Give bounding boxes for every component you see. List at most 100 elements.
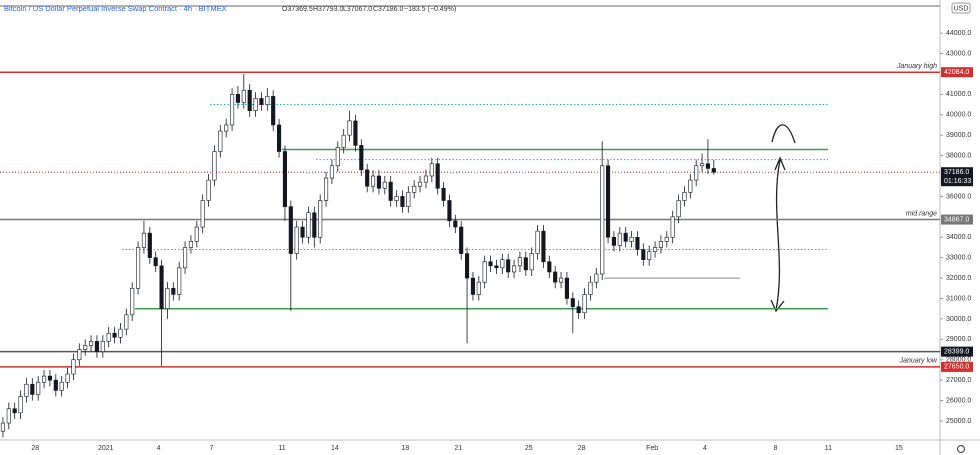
candle-body bbox=[382, 181, 387, 189]
y-tick-label: 36000.0 bbox=[946, 193, 971, 200]
candle-body bbox=[124, 314, 129, 330]
y-tick-label: 25000.0 bbox=[946, 418, 971, 425]
candle-body bbox=[230, 94, 235, 126]
candle-body bbox=[576, 306, 581, 314]
candle-body bbox=[553, 271, 558, 283]
settings-icon[interactable] bbox=[956, 444, 966, 454]
x-tick-label: 28 bbox=[31, 445, 39, 452]
price-tag bbox=[941, 167, 973, 187]
y-tick-label: 28000.0 bbox=[946, 357, 971, 364]
level-note: January high bbox=[896, 63, 937, 70]
x-tick-label: 4 bbox=[703, 445, 707, 452]
x-tick-label: 4 bbox=[157, 445, 161, 452]
candle-body bbox=[24, 383, 29, 397]
candle-body bbox=[318, 200, 323, 238]
candle-body bbox=[112, 332, 117, 338]
x-tick-label: 14 bbox=[331, 445, 339, 452]
candle-body bbox=[353, 120, 358, 146]
candle-body bbox=[494, 265, 499, 269]
price-tag bbox=[941, 214, 973, 225]
candle-body bbox=[611, 236, 616, 246]
candle-body bbox=[476, 281, 481, 295]
candle-body bbox=[253, 98, 258, 111]
candle-body bbox=[323, 177, 329, 201]
candle-body bbox=[453, 220, 458, 228]
candle-body bbox=[699, 163, 705, 167]
y-tick-label: 40000.0 bbox=[946, 112, 971, 119]
candle-body bbox=[394, 196, 399, 201]
candle-body bbox=[41, 375, 47, 383]
candle-body bbox=[652, 247, 658, 252]
candle-body bbox=[0, 422, 6, 432]
candle-body bbox=[464, 253, 470, 279]
candle-body bbox=[694, 165, 699, 181]
candle-body bbox=[582, 294, 587, 314]
candle-body bbox=[435, 163, 440, 189]
candle-body bbox=[188, 241, 194, 248]
candle-body bbox=[183, 247, 188, 269]
candle-body bbox=[429, 163, 434, 177]
candle-body bbox=[588, 281, 593, 295]
y-tick-label: 44000.0 bbox=[946, 30, 971, 37]
candle-body bbox=[623, 232, 628, 242]
y-tick-label: 41000.0 bbox=[946, 91, 971, 98]
x-tick-label: 2021 bbox=[98, 445, 114, 452]
x-tick-label: 15 bbox=[895, 445, 903, 452]
candle-body bbox=[517, 257, 522, 267]
candle-body bbox=[218, 130, 223, 152]
candle-body bbox=[224, 124, 229, 132]
candle-body bbox=[47, 375, 52, 381]
y-tick-label: 26000.0 bbox=[946, 397, 971, 404]
candle-body bbox=[335, 147, 340, 167]
x-tick-label: 7 bbox=[210, 445, 214, 452]
candle-body bbox=[676, 200, 681, 218]
currency: USD bbox=[954, 5, 969, 12]
x-tick-label: 21 bbox=[454, 445, 462, 452]
candle-body bbox=[670, 216, 675, 238]
candle-body bbox=[347, 120, 352, 136]
currency-box[interactable] bbox=[951, 2, 971, 14]
candle-body bbox=[36, 381, 41, 395]
x-tick-label: Feb bbox=[646, 445, 658, 452]
candle-body bbox=[306, 212, 311, 238]
candle-body bbox=[159, 265, 164, 310]
candle-body bbox=[470, 277, 475, 295]
price-tag-label: 27650.0 bbox=[944, 364, 969, 371]
candle-body bbox=[136, 247, 141, 289]
candle-body bbox=[711, 168, 716, 173]
candle-body bbox=[147, 232, 152, 258]
candle-body bbox=[600, 165, 605, 275]
candle-body bbox=[705, 163, 710, 169]
candle-body bbox=[511, 265, 517, 273]
candle-body bbox=[647, 251, 652, 261]
candle-body bbox=[547, 261, 552, 273]
x-tick-label: 28 bbox=[578, 445, 586, 452]
candle-body bbox=[564, 277, 569, 299]
candle-body bbox=[100, 341, 105, 352]
candle-body bbox=[617, 232, 622, 246]
candle-body bbox=[500, 259, 505, 269]
price-tag-label: 34867.0 bbox=[944, 216, 969, 223]
x-tick-label: 25 bbox=[525, 445, 533, 452]
candle-body bbox=[447, 200, 452, 222]
candle-body bbox=[529, 253, 534, 271]
candle-body bbox=[106, 332, 111, 342]
last-price-label: 37186.0 bbox=[944, 169, 969, 176]
candle-body bbox=[294, 226, 299, 254]
candle-body bbox=[570, 298, 575, 307]
candle-body bbox=[482, 261, 487, 283]
candle-body bbox=[400, 196, 405, 207]
candle-body bbox=[171, 287, 176, 295]
candle-body bbox=[594, 273, 599, 283]
x-tick-label: 18 bbox=[401, 445, 409, 452]
candle-body bbox=[329, 165, 334, 179]
candle-body bbox=[459, 226, 464, 254]
ohlc-change: −183.5 (−0.49%) bbox=[404, 6, 456, 13]
x-tick-label: 8 bbox=[774, 445, 778, 452]
candle-body bbox=[165, 287, 170, 310]
ohlc-high: H37793.0 bbox=[313, 6, 343, 13]
candle-body bbox=[341, 134, 346, 148]
ohlc-close: C37186.0 bbox=[373, 6, 403, 13]
symbol: Bitcoin / US Dollar Perpetual Inverse Sw… bbox=[4, 4, 227, 13]
